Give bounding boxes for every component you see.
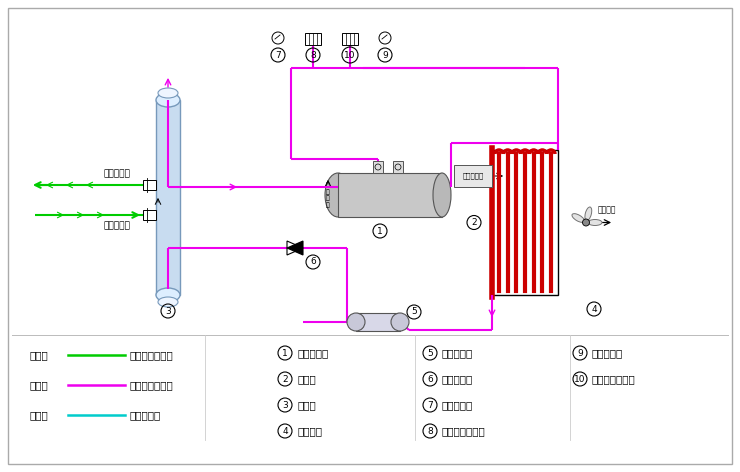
Text: 载冷剂循环回路: 载冷剂循环回路 [130,350,174,360]
Bar [143,180,156,190]
Ellipse shape [156,288,180,302]
Text: 10: 10 [344,51,356,59]
Text: 风冷流向: 风冷流向 [598,205,616,214]
Bar [373,161,383,173]
Circle shape [582,219,590,226]
Text: 高压压力表: 高压压力表 [592,348,623,358]
Text: 10: 10 [574,374,586,383]
Bar [143,210,156,220]
Text: 冷却风扇: 冷却风扇 [297,426,322,436]
Text: 冷凝器: 冷凝器 [297,374,316,384]
Text: 8: 8 [427,427,433,436]
Bar [342,33,358,45]
Text: 6: 6 [310,258,316,267]
Text: 载冷剂出口: 载冷剂出口 [103,169,130,178]
Text: 制冷剂循环回路: 制冷剂循环回路 [130,380,174,390]
Text: 2: 2 [282,374,288,383]
Text: 3: 3 [165,306,171,315]
Ellipse shape [156,93,180,107]
Ellipse shape [588,219,602,226]
Text: 1: 1 [282,348,288,357]
Text: 1: 1 [377,227,383,236]
Bar [156,100,180,295]
Text: 水循环回路: 水循环回路 [130,410,161,420]
Text: 6: 6 [427,374,433,383]
Text: 3: 3 [282,401,288,410]
Text: 蒸发器: 蒸发器 [297,400,316,410]
Bar [393,161,403,173]
Text: 2: 2 [471,218,477,227]
Text: 红色线: 红色线 [30,380,49,390]
Text: 8: 8 [310,51,316,59]
Text: 绿色线: 绿色线 [30,350,49,360]
Text: 高压压力控制器: 高压压力控制器 [592,374,636,384]
Ellipse shape [391,313,409,331]
Text: 4: 4 [591,304,597,313]
Ellipse shape [347,313,365,331]
Text: 低压压力控制器: 低压压力控制器 [442,426,485,436]
Text: 载冷剂流入: 载冷剂流入 [103,221,130,230]
Text: 低压压力表: 低压压力表 [442,400,474,410]
Polygon shape [287,241,303,255]
Text: 蓝色线: 蓝色线 [30,410,49,420]
Text: 5: 5 [427,348,433,357]
Text: 干燥过滤器: 干燥过滤器 [442,348,474,358]
Text: 供液膨胀阀: 供液膨胀阀 [442,374,474,384]
Text: 9: 9 [577,348,583,357]
Text: 5: 5 [411,307,417,317]
Ellipse shape [433,173,451,217]
Bar [492,150,558,295]
Text: 4: 4 [282,427,288,436]
Text: 竖
直
气
流: 竖 直 气 流 [326,183,330,208]
Ellipse shape [572,214,585,222]
Ellipse shape [325,173,351,217]
Bar [356,313,400,331]
Bar [338,173,442,217]
Bar [305,33,321,45]
Polygon shape [287,241,303,255]
Text: 7: 7 [275,51,281,59]
Text: 9: 9 [382,51,388,59]
Text: 高压排气阀: 高压排气阀 [462,173,484,179]
Text: 螺杆压缩机: 螺杆压缩机 [297,348,329,358]
Ellipse shape [158,88,178,98]
Text: 7: 7 [427,401,433,410]
Ellipse shape [585,207,592,220]
Ellipse shape [158,297,178,307]
Bar [454,165,492,187]
